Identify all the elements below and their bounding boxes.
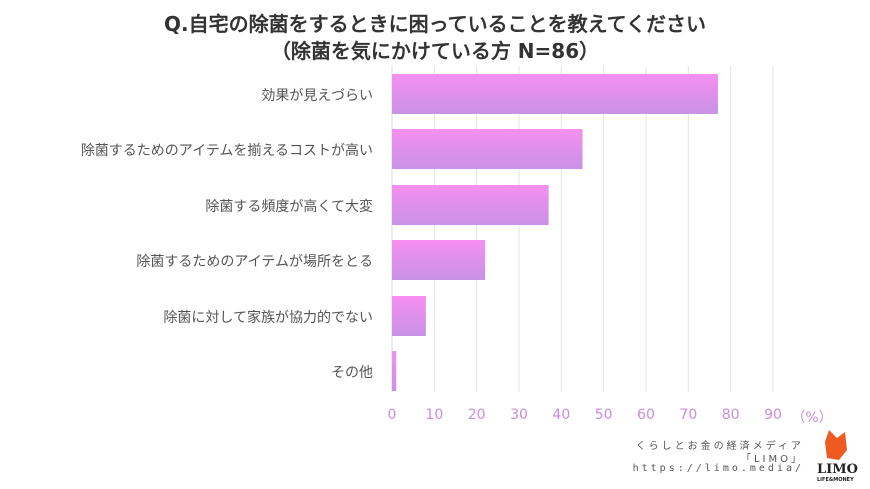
bar [392,129,583,169]
x-tick-label: 10 [425,407,444,423]
bar [392,185,549,225]
fox-icon [825,430,847,460]
logo-subtext: LIFE&MONEY [817,477,854,483]
category-label: 除菌に対して家族が協力的でない [163,310,373,326]
x-tick-label: 20 [467,407,486,423]
bar [392,351,397,391]
x-tick-label: 60 [637,407,655,423]
x-tick-label: 90 [764,407,782,423]
category-label: 除菌するためのアイテムが場所をとる [136,254,373,270]
bar [392,296,426,336]
x-tick-label: 30 [510,407,528,423]
limo-logo: LIMO LIFE&MONEY [817,428,858,483]
x-tick-label: 50 [594,407,613,423]
credit-line2: 「LIMO」 [740,454,804,465]
bar [392,240,486,280]
chart-title: Q.自宅の除菌をするときに困っていることを教えてください [164,12,706,36]
x-tick-label: 70 [679,407,698,423]
x-tick-label: 80 [721,407,740,423]
chart-subtitle: （除菌を気にかけている方 N=86） [270,39,600,63]
category-label: その他 [331,365,373,381]
category-label: 除菌する頻度が高くて大変 [205,199,373,215]
credit-url: https://limo.media/ [632,463,804,474]
category-label: 除菌するためのアイテムを揃えるコストが高い [80,143,373,159]
credit-line1: くらしとお金の経済メディア [635,441,804,452]
x-tick-label: 0 [387,407,397,423]
x-tick-label: 40 [552,407,571,423]
logo-text: LIMO [817,462,858,477]
bar [392,74,718,114]
category-label: 効果が見えづらい [261,88,373,104]
x-axis-unit: （%） [791,410,833,426]
